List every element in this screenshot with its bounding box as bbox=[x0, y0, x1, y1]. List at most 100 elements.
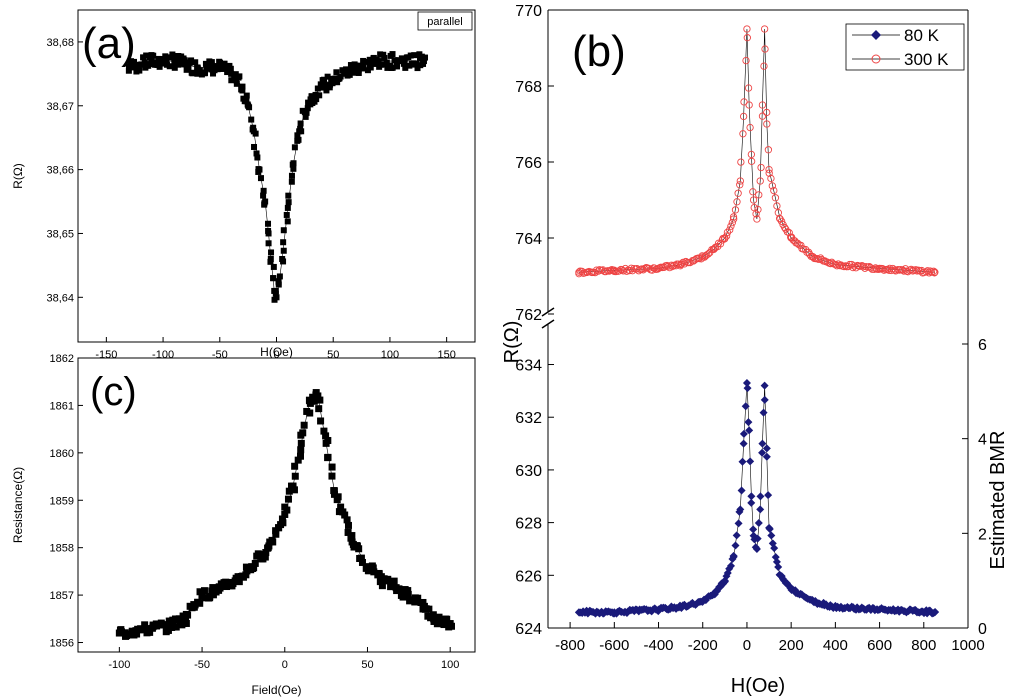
panel-c-point bbox=[344, 521, 352, 529]
panel-c-point bbox=[146, 628, 154, 636]
series-80k-point bbox=[738, 457, 747, 466]
panel-a-point bbox=[261, 200, 268, 207]
panel-a-point bbox=[138, 61, 145, 68]
series-300k-point bbox=[849, 263, 857, 272]
panel-c-point bbox=[358, 558, 366, 566]
panel-c-point bbox=[269, 538, 277, 546]
panel-c-point bbox=[262, 549, 270, 557]
panel-c-point bbox=[369, 564, 377, 572]
panel-a-point bbox=[284, 218, 291, 225]
panel-c-point bbox=[196, 599, 204, 607]
series-80k-point bbox=[767, 531, 776, 540]
panel-c-point bbox=[348, 532, 356, 540]
series-300k-point bbox=[785, 229, 793, 237]
panel-a-point bbox=[238, 84, 245, 91]
panel-b-lower-tick-label: 624 bbox=[515, 621, 542, 638]
panel-c-point bbox=[281, 510, 289, 518]
panel-c-y-tick-label: 1857 bbox=[50, 590, 74, 602]
panel-a-point bbox=[202, 69, 209, 76]
panel-a-point bbox=[155, 55, 162, 62]
panel-b-lower-tick-label: 632 bbox=[515, 410, 542, 427]
panel-a-point bbox=[380, 51, 387, 58]
panel-a-point bbox=[183, 66, 190, 73]
panel-c-point bbox=[283, 506, 291, 514]
series-300k-point bbox=[797, 241, 805, 250]
series-300k-point bbox=[734, 189, 742, 197]
panel-a-point bbox=[343, 66, 350, 73]
panel-c-point bbox=[324, 436, 332, 444]
panel-b-upper-tick-label: 768 bbox=[515, 79, 542, 96]
panel-a-y-tick-label: 38,67 bbox=[46, 101, 74, 113]
panel-b-legend-box bbox=[845, 23, 965, 71]
series-300k-point bbox=[739, 112, 748, 121]
panel-a-point bbox=[182, 61, 189, 68]
panel-a-y-tick-label: 38,65 bbox=[46, 228, 74, 240]
panel-c-point bbox=[284, 495, 292, 503]
panel-c-point bbox=[414, 594, 422, 602]
panel-a-x-tick-label: -50 bbox=[212, 349, 228, 361]
panel-c-point bbox=[209, 584, 217, 592]
series-300k-point bbox=[722, 232, 731, 240]
panel-a-y-tick-label: 38,68 bbox=[46, 37, 74, 49]
series-300k-point bbox=[668, 262, 677, 271]
panel-a-point bbox=[260, 187, 267, 194]
series-300k-point bbox=[771, 194, 780, 202]
panel-a-point bbox=[314, 85, 321, 92]
series-300k-point bbox=[758, 112, 767, 120]
panel-c-point bbox=[242, 563, 250, 571]
panel-a-point bbox=[148, 60, 155, 67]
panel-c-label: (c) bbox=[90, 370, 137, 414]
panel-c-point bbox=[420, 602, 428, 610]
panel-c-point bbox=[242, 571, 250, 579]
panel-c-point bbox=[200, 587, 208, 595]
panel-a-point bbox=[216, 59, 223, 66]
series-80k-point bbox=[739, 429, 748, 438]
panel-a-point bbox=[227, 65, 234, 72]
series-80k-point bbox=[756, 492, 765, 501]
series-80k-point bbox=[749, 525, 758, 534]
panel-a-x-tick-label: 50 bbox=[327, 349, 339, 361]
panel-c-point bbox=[132, 630, 140, 638]
panel-a-point bbox=[265, 220, 272, 227]
series-300k-point bbox=[836, 261, 844, 270]
series-300k-point bbox=[744, 84, 753, 92]
panel-a-point bbox=[352, 64, 359, 71]
series-300k-point bbox=[740, 98, 748, 106]
panel-a-point bbox=[308, 93, 315, 100]
panel-a-point bbox=[337, 73, 344, 80]
panel-a-point bbox=[253, 150, 260, 157]
panel-c-point bbox=[299, 429, 307, 437]
panel-a-point bbox=[304, 105, 311, 112]
panel-a-point bbox=[254, 154, 261, 161]
series-300k-point bbox=[747, 157, 756, 166]
series-80k-point bbox=[742, 378, 751, 387]
panel-b: 762 764 766 768 770 624 626 628 630 632 634 0 2 4 6 -80… bbox=[501, 3, 1009, 697]
panel-c-point bbox=[258, 555, 266, 563]
panel-c-point bbox=[291, 472, 299, 480]
panel-c-point bbox=[324, 453, 332, 461]
panel-b-x-tick-label: 800 bbox=[911, 637, 936, 654]
panel-c-point bbox=[341, 511, 349, 519]
panel-b-upper-tick-label: 764 bbox=[515, 231, 542, 248]
panel-a-point bbox=[307, 96, 314, 103]
panel-a-point bbox=[402, 64, 409, 71]
panel-b-xlabel: H(Oe) bbox=[731, 675, 785, 697]
series-80k-point bbox=[743, 384, 752, 393]
series-300k-point bbox=[912, 266, 920, 274]
series-300k-point bbox=[747, 150, 756, 159]
panel-c-point bbox=[435, 613, 443, 621]
panel-a-point bbox=[384, 64, 391, 71]
panel-c-y-tick-label: 1858 bbox=[50, 543, 74, 555]
series-300k-point bbox=[767, 174, 775, 183]
panel-a-point bbox=[420, 60, 427, 67]
panel-a-xlabel: H(Oe) bbox=[260, 345, 293, 359]
panel-c-frame bbox=[77, 357, 476, 653]
series-300k-point bbox=[727, 222, 735, 230]
panel-c-x-tick-label: -100 bbox=[108, 659, 130, 671]
series-300k-point bbox=[929, 267, 938, 275]
panel-a-x-tick-label: -100 bbox=[152, 349, 174, 361]
series-300k-point bbox=[763, 108, 771, 117]
panel-a-point bbox=[418, 53, 425, 60]
panel-a-point bbox=[401, 60, 408, 67]
panel-a-point bbox=[156, 63, 163, 70]
